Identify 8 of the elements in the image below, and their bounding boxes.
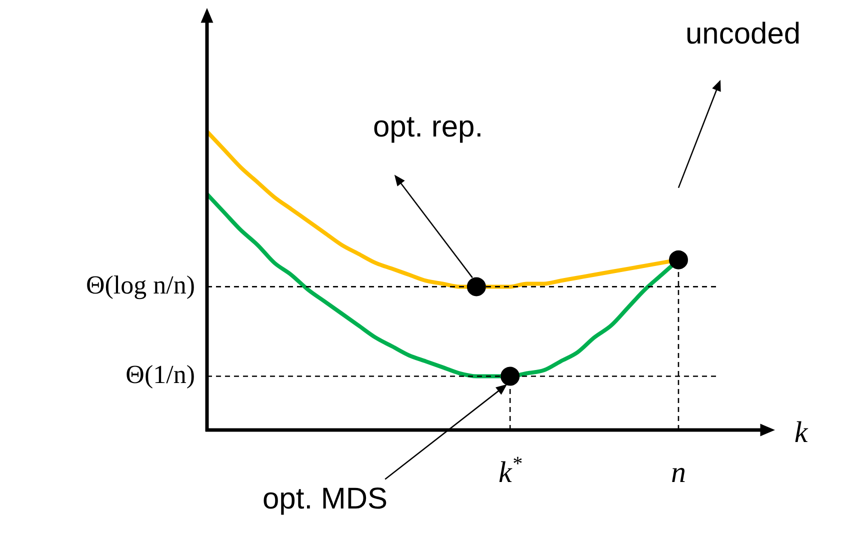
x-tick-label: k* [498, 453, 522, 489]
ref-line-label: Θ(log n/n) [86, 270, 195, 300]
text: uncoded [685, 17, 801, 50]
x-axis-title: k [794, 416, 808, 449]
x-tick-label: n [670, 456, 686, 489]
text: opt. MDS [262, 482, 388, 516]
annotation: opt. rep. [372, 110, 484, 144]
ref-line-label: Θ(1/n) [126, 360, 195, 390]
